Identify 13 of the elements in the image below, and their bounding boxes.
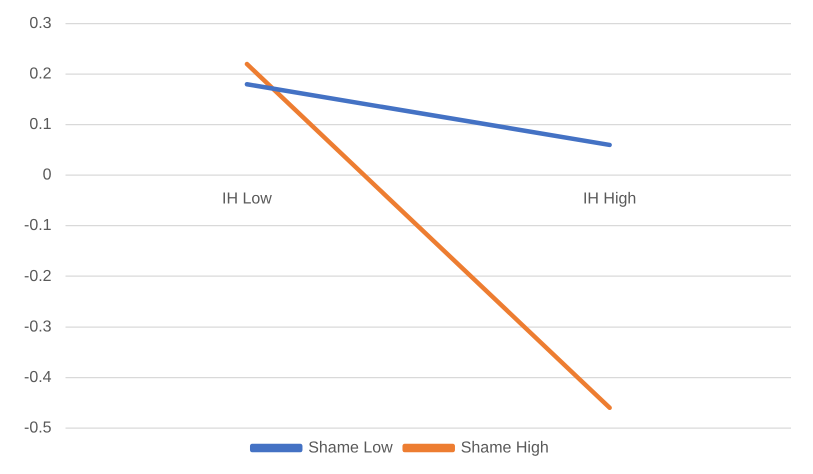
y-tick-label: -0.1 <box>24 217 52 234</box>
y-tick-label: -0.5 <box>24 419 52 436</box>
y-tick-label: 0 <box>42 166 52 184</box>
y-tick-label: -0.3 <box>24 318 52 336</box>
legend-label: Shame Low <box>308 439 394 456</box>
y-tick-label: 0.2 <box>29 66 52 83</box>
y-tick-label: 0.3 <box>29 15 52 32</box>
y-tick-label: 0.1 <box>29 116 52 134</box>
y-tick-label: -0.4 <box>24 368 52 386</box>
x-tick-label: IH High <box>582 190 636 208</box>
legend-label: Shame High <box>460 439 549 456</box>
y-tick-label: -0.2 <box>24 268 52 285</box>
x-tick-label: IH Low <box>222 190 272 208</box>
